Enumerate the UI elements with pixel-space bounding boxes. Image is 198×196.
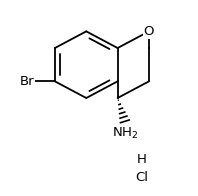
Text: O: O (144, 25, 154, 38)
Text: H: H (137, 153, 147, 166)
Text: NH$_2$: NH$_2$ (112, 125, 139, 141)
Text: Br: Br (20, 75, 34, 88)
Text: Cl: Cl (136, 171, 149, 184)
